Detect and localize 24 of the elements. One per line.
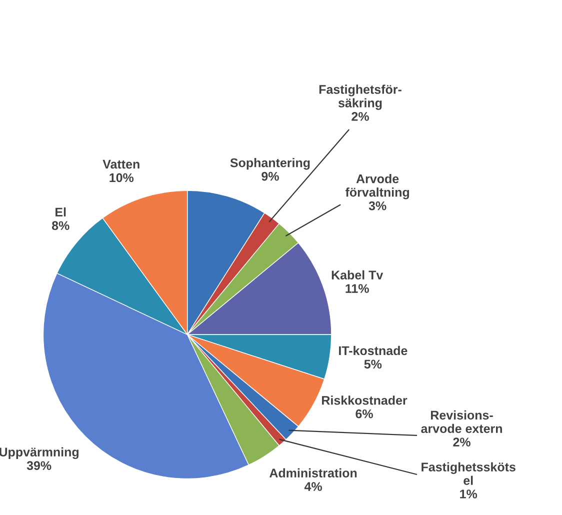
slice-label: Arvode förvaltning <box>345 174 410 200</box>
data-label: 10% <box>110 173 134 182</box>
data-label: 5% <box>364 360 382 369</box>
data-label: 3% <box>368 201 386 210</box>
slice-label: Fastighetsför- säkring <box>319 84 402 110</box>
data-label: 9% <box>262 172 279 181</box>
data-label: 39% <box>26 461 52 470</box>
data-label: 8% <box>52 221 70 230</box>
data-label: 2% <box>453 438 470 446</box>
slice-label: Administration <box>269 468 357 478</box>
slice-label: IT-kostnade <box>339 346 408 356</box>
slice-label: Fastighetssköts el <box>422 462 516 485</box>
data-label: 4% <box>304 482 322 491</box>
data-label: 2% <box>352 112 369 121</box>
data-label: 6% <box>356 409 373 418</box>
slice-label: El <box>56 207 66 216</box>
data-label: 1% <box>460 490 478 498</box>
slice-label: Uppvärmning <box>0 447 78 460</box>
slice-label: Kabel Tv <box>332 270 384 280</box>
slice-label: Vatten <box>102 160 140 169</box>
slice-label: Sophantering <box>230 158 310 170</box>
slice-label: Revisions- arvode extern <box>421 410 502 434</box>
data-label: 11% <box>346 284 369 293</box>
slice-label: Riskkostnader <box>322 396 408 405</box>
